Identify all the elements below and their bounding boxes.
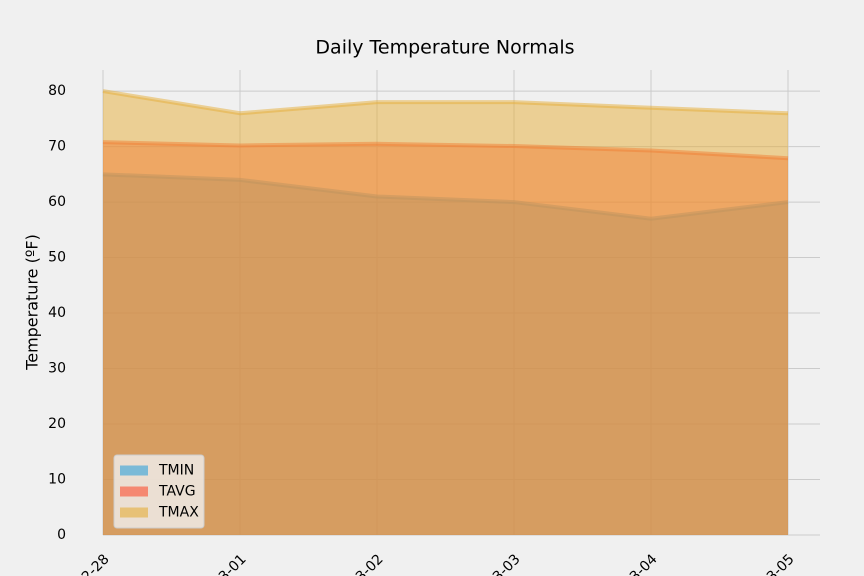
y-tick-label: 60: [48, 194, 66, 210]
area-line: [102, 89, 789, 116]
y-tick-label: 20: [48, 416, 66, 432]
legend-swatch: [120, 486, 148, 497]
y-tick-label: 50: [48, 250, 66, 266]
legend-label: TMIN: [158, 463, 194, 479]
legend-label: TMAX: [158, 505, 199, 521]
y-tick-label: 0: [57, 527, 66, 543]
y-tick-label: 30: [48, 361, 66, 377]
y-tick-label: 80: [48, 83, 66, 99]
legend-swatch: [120, 465, 148, 476]
legend-swatch: [120, 507, 148, 518]
y-tick-label: 40: [48, 305, 66, 321]
y-tick-label: 70: [48, 139, 66, 155]
area: [103, 91, 788, 535]
y-tick-label: 10: [48, 472, 66, 488]
chart-title: Daily Temperature Normals: [315, 37, 574, 59]
legend-label: TAVG: [158, 484, 196, 500]
y-axis-label: Temperature (ºF): [23, 234, 42, 371]
